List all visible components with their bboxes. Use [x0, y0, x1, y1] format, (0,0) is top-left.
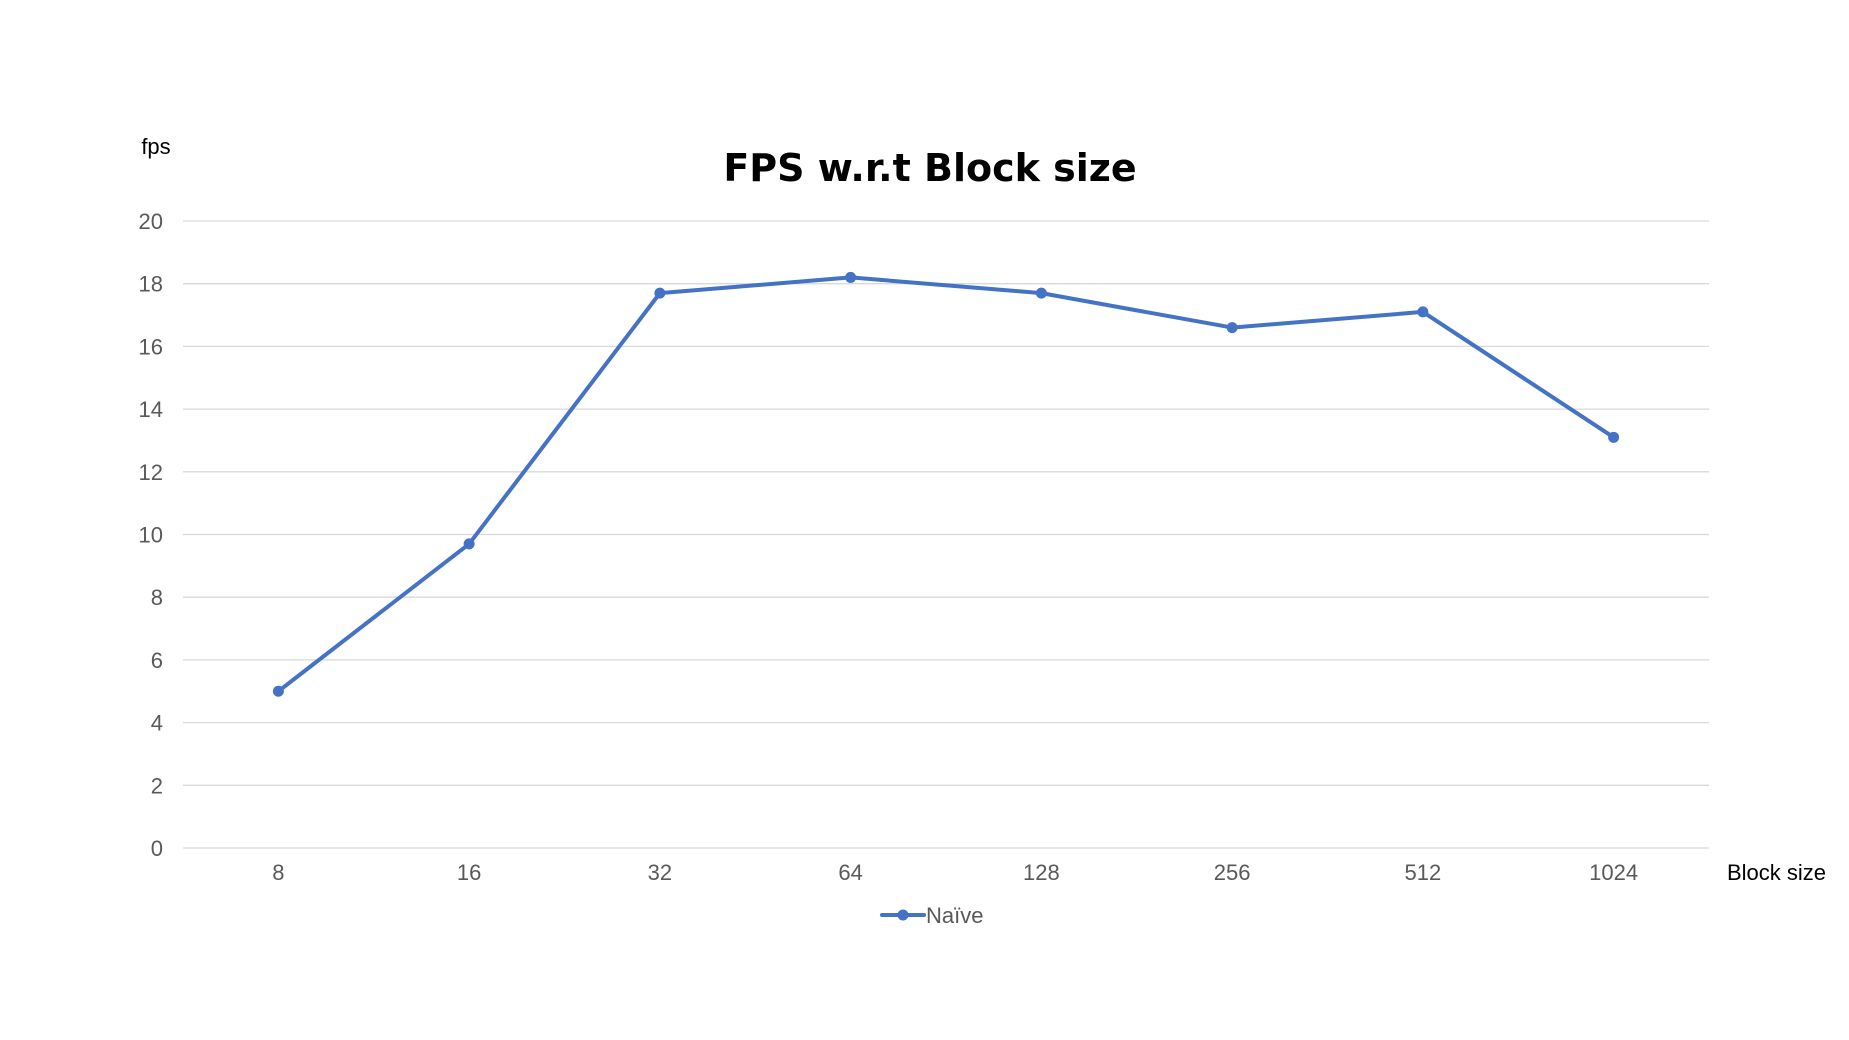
y-tick-label: 0	[151, 836, 163, 861]
gridlines	[183, 220, 1709, 849]
y-tick-label: 2	[151, 773, 163, 798]
y-tick-label: 18	[139, 272, 163, 297]
series-line	[276, 275, 1616, 694]
data-point	[272, 685, 284, 697]
y-tick-label: 14	[139, 397, 163, 422]
data-point	[845, 271, 857, 283]
chart-title: FPS w.r.t Block size	[723, 146, 1136, 190]
x-tick-label: 8	[272, 860, 284, 885]
legend-label: Naïve	[926, 903, 983, 928]
x-tick-label: 128	[1023, 860, 1060, 885]
y-axis-ticks: 0 2 4 6 8 10 12 14 16 18 20	[139, 209, 163, 861]
data-point	[1226, 322, 1238, 334]
x-tick-label: 64	[838, 860, 862, 885]
data-point	[1608, 431, 1620, 443]
y-tick-label: 12	[139, 460, 163, 485]
x-tick-label: 16	[457, 860, 481, 885]
y-tick-label: 6	[151, 648, 163, 673]
y-tick-label: 4	[151, 711, 163, 736]
y-tick-label: 16	[139, 334, 163, 359]
y-axis-title: fps	[141, 134, 170, 159]
y-tick-label: 8	[151, 585, 163, 610]
x-tick-label: 1024	[1589, 860, 1638, 885]
data-point	[463, 538, 475, 550]
y-tick-label: 20	[139, 209, 163, 234]
data-point	[1035, 287, 1047, 299]
y-tick-label: 10	[139, 523, 163, 548]
series-layer	[272, 271, 1620, 697]
legend: Naïve	[880, 903, 983, 928]
x-tick-label: 32	[648, 860, 672, 885]
x-axis-title: Block size	[1727, 860, 1826, 885]
data-point	[1417, 306, 1429, 318]
legend-swatch-marker	[897, 909, 909, 921]
x-tick-label: 512	[1405, 860, 1442, 885]
x-tick-label: 256	[1214, 860, 1251, 885]
data-point	[654, 287, 666, 299]
x-axis-ticks: 8 16 32 64 128 256 512 1024	[272, 860, 1638, 885]
